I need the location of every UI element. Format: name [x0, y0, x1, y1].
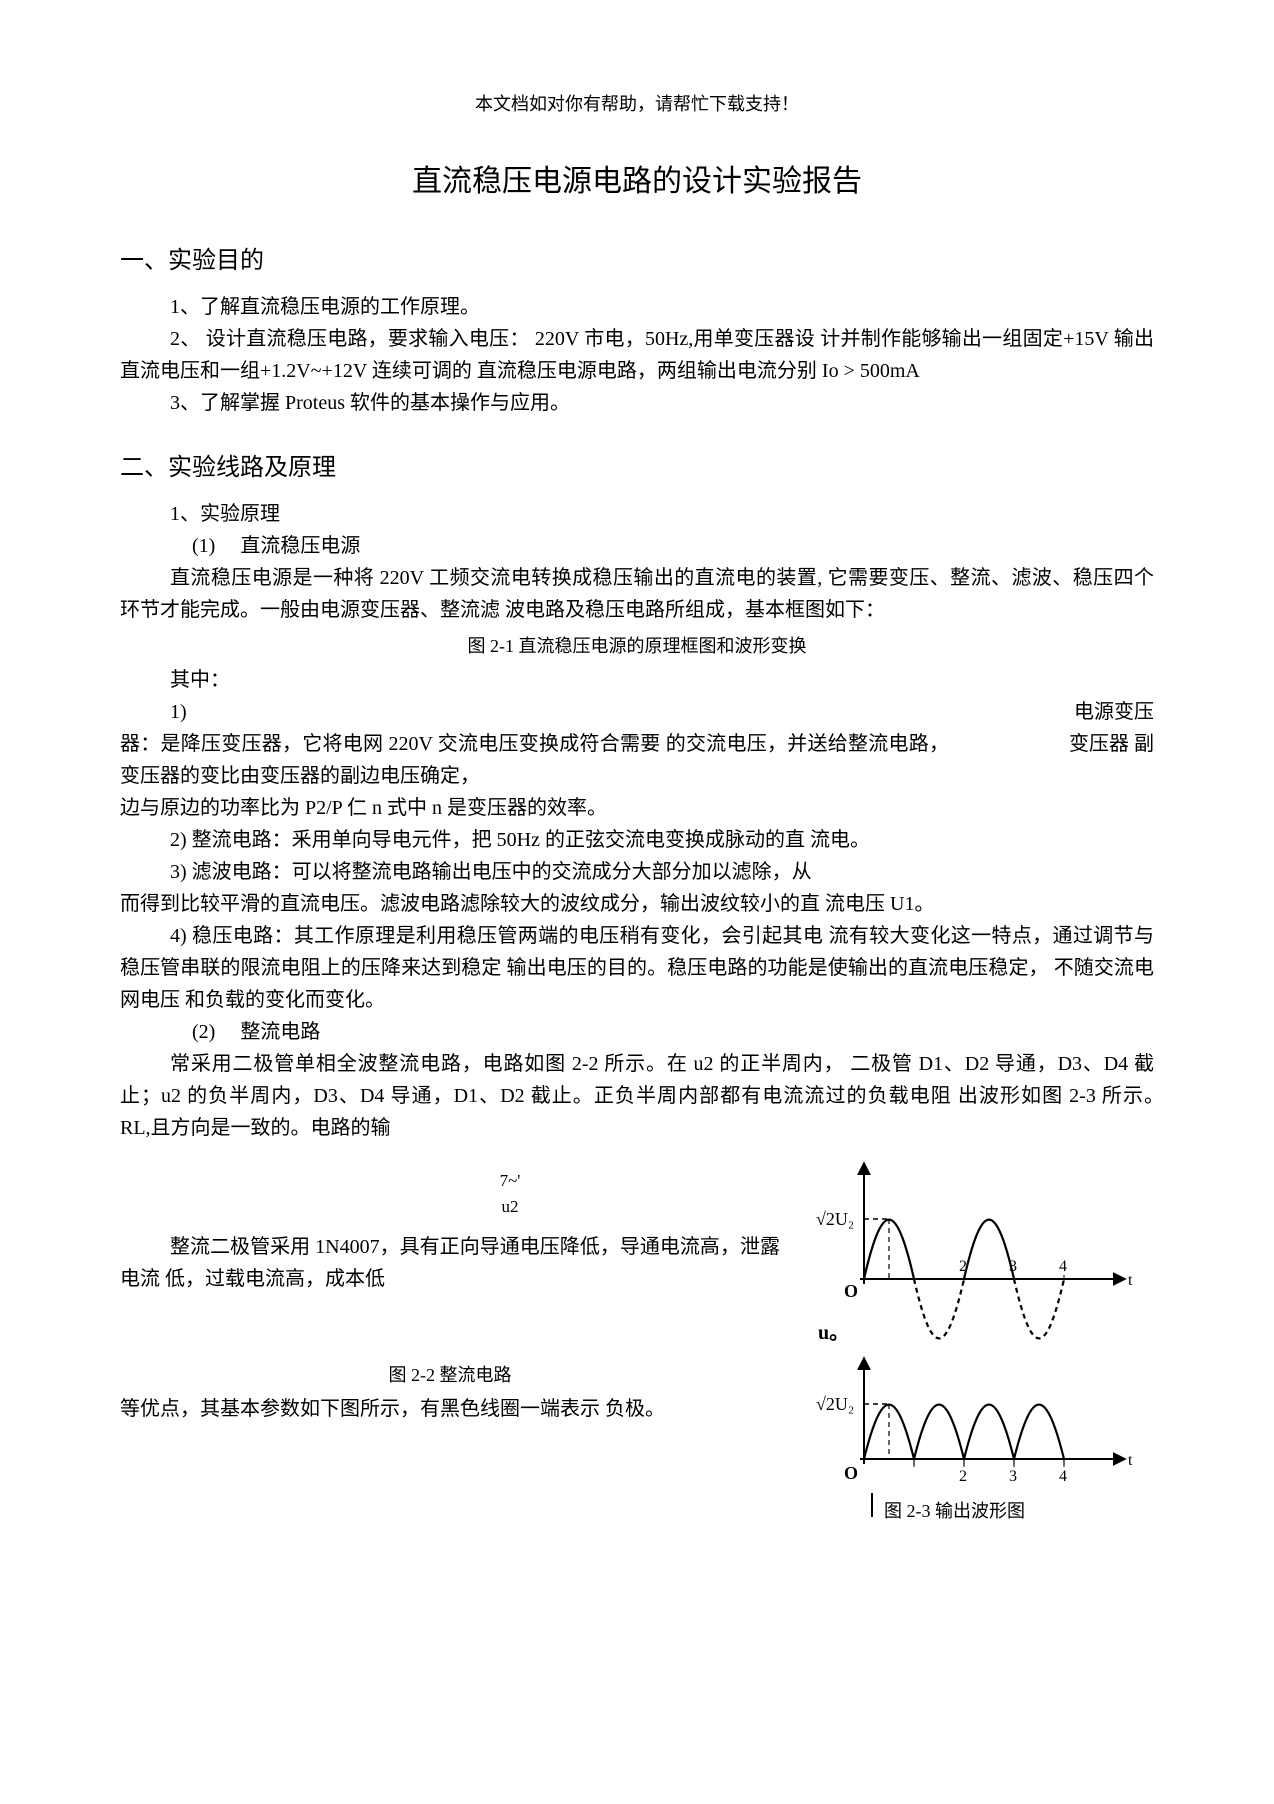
item1-line2: 器：是降压变压器，它将电网 220V 交流电压变换成符合需要 的交流电压，并送给…: [120, 728, 1154, 792]
fig-2-1-caption: 图 2-1 直流稳压电源的原理框图和波形变换: [120, 632, 1154, 658]
section-2-heading: 二、实验线路及原理: [120, 447, 1154, 482]
svg-text:t: t: [1128, 1452, 1133, 1469]
two-col-left: 7~' u2 整流二极管采用 1N4007，具有正向导通电压降低，导通电流高，泄…: [120, 1144, 780, 1425]
item1-num: 1): [170, 696, 187, 728]
sec1-p2: 2、 设计直流稳压电路，要求输入电压： 220V 市电，50Hz,用单变压器设 …: [120, 323, 1154, 387]
sec2-p2b: (2) 整流电路: [120, 1016, 1154, 1048]
waveform-figure: √2U₂ Ot 2 3 4 u。 √2U₂ Ot 2 3 4 图 2-3 输出波形图: [804, 1144, 1154, 1544]
item3: 3) 滤波电路：可以将整流电路输出电压中的交流成分大部分加以滤除，从: [120, 856, 1154, 888]
item1-rest-b: 边与原边的功率比为 P2/P 仁 n 式中 n 是变压器的效率。: [120, 792, 1154, 824]
sec2-p1: 1、实验原理: [120, 498, 1154, 530]
svg-text:图 2-3 输出波形图: 图 2-3 输出波形图: [884, 1501, 1025, 1521]
small1: 7~': [240, 1168, 780, 1194]
fig-2-2-caption: 图 2-2 整流电路: [120, 1361, 780, 1387]
svg-text:O: O: [844, 1281, 858, 1301]
svg-text:√2U₂: √2U₂: [816, 1209, 854, 1229]
item3b: 而得到比较平滑的直流电压。滤波电路滤除较大的波纹成分，输出波纹较小的直 流电压 …: [120, 888, 1154, 920]
item1-rest-tail: 变压器 副: [949, 728, 1154, 792]
svg-text:√2U₂: √2U₂: [816, 1394, 854, 1414]
item1-rest-a: 器：是降压变压器，它将电网 220V 交流电压变换成符合需要 的交流电压，并送给…: [120, 728, 949, 792]
two-col-right: √2U₂ Ot 2 3 4 u。 √2U₂ Ot 2 3 4 图 2-3 输出波形图: [804, 1144, 1154, 1544]
svg-text:t: t: [1128, 1272, 1133, 1289]
header-note: 本文档如对你有帮助，请帮忙下载支持！: [120, 90, 1154, 116]
svg-text:O: O: [844, 1463, 858, 1483]
item4: 4) 稳压电路：其工作原理是利用稳压管两端的电压稍有变化，会引起其电 流有较大变…: [120, 920, 1154, 1016]
item1-tail: 电源变压: [1074, 696, 1154, 728]
main-title: 直流稳压电源电路的设计实验报告: [120, 156, 1154, 200]
svg-text:3: 3: [1009, 1258, 1017, 1275]
qizhong: 其中：: [120, 664, 1154, 696]
sec1-p1: 1、了解直流稳压电源的工作原理。: [120, 291, 1154, 323]
sec2-p2: 直流稳压电源是一种将 220V 工频交流电转换成稳压输出的直流电的装置, 它需要…: [120, 562, 1154, 626]
rect-p: 常采用二极管单相全波整流电路，电路如图 2-2 所示。在 u2 的正半周内， 二…: [120, 1048, 1154, 1144]
two-col-region: 7~' u2 整流二极管采用 1N4007，具有正向导通电压降低，导通电流高，泄…: [120, 1144, 1154, 1544]
rect-p3: 等优点，其基本参数如下图所示，有黑色线圈一端表示 负极。: [120, 1393, 780, 1425]
svg-text:u。: u。: [818, 1322, 849, 1344]
item2: 2) 整流电路：釆用单向导电元件，把 50Hz 的正弦交流电变换成脉动的直 流电…: [120, 824, 1154, 856]
svg-text:4: 4: [1059, 1258, 1067, 1275]
item1-line1: 1) 电源变压: [120, 696, 1154, 728]
svg-text:2: 2: [959, 1468, 967, 1485]
section-1-heading: 一、实验目的: [120, 240, 1154, 275]
page: 本文档如对你有帮助，请帮忙下载支持！ 直流稳压电源电路的设计实验报告 一、实验目…: [0, 0, 1274, 1604]
rect-p2: 整流二极管采用 1N4007，具有正向导通电压降低，导通电流高，泄露电流 低，过…: [120, 1231, 780, 1295]
sec1-p3: 3、了解掌握 Proteus 软件的基本操作与应用。: [120, 387, 1154, 419]
svg-text:4: 4: [1059, 1468, 1067, 1485]
svg-text:3: 3: [1009, 1468, 1017, 1485]
svg-text:2: 2: [959, 1258, 967, 1275]
sec2-p1a: (1) 直流稳压电源: [120, 530, 1154, 562]
small2: u2: [240, 1194, 780, 1220]
